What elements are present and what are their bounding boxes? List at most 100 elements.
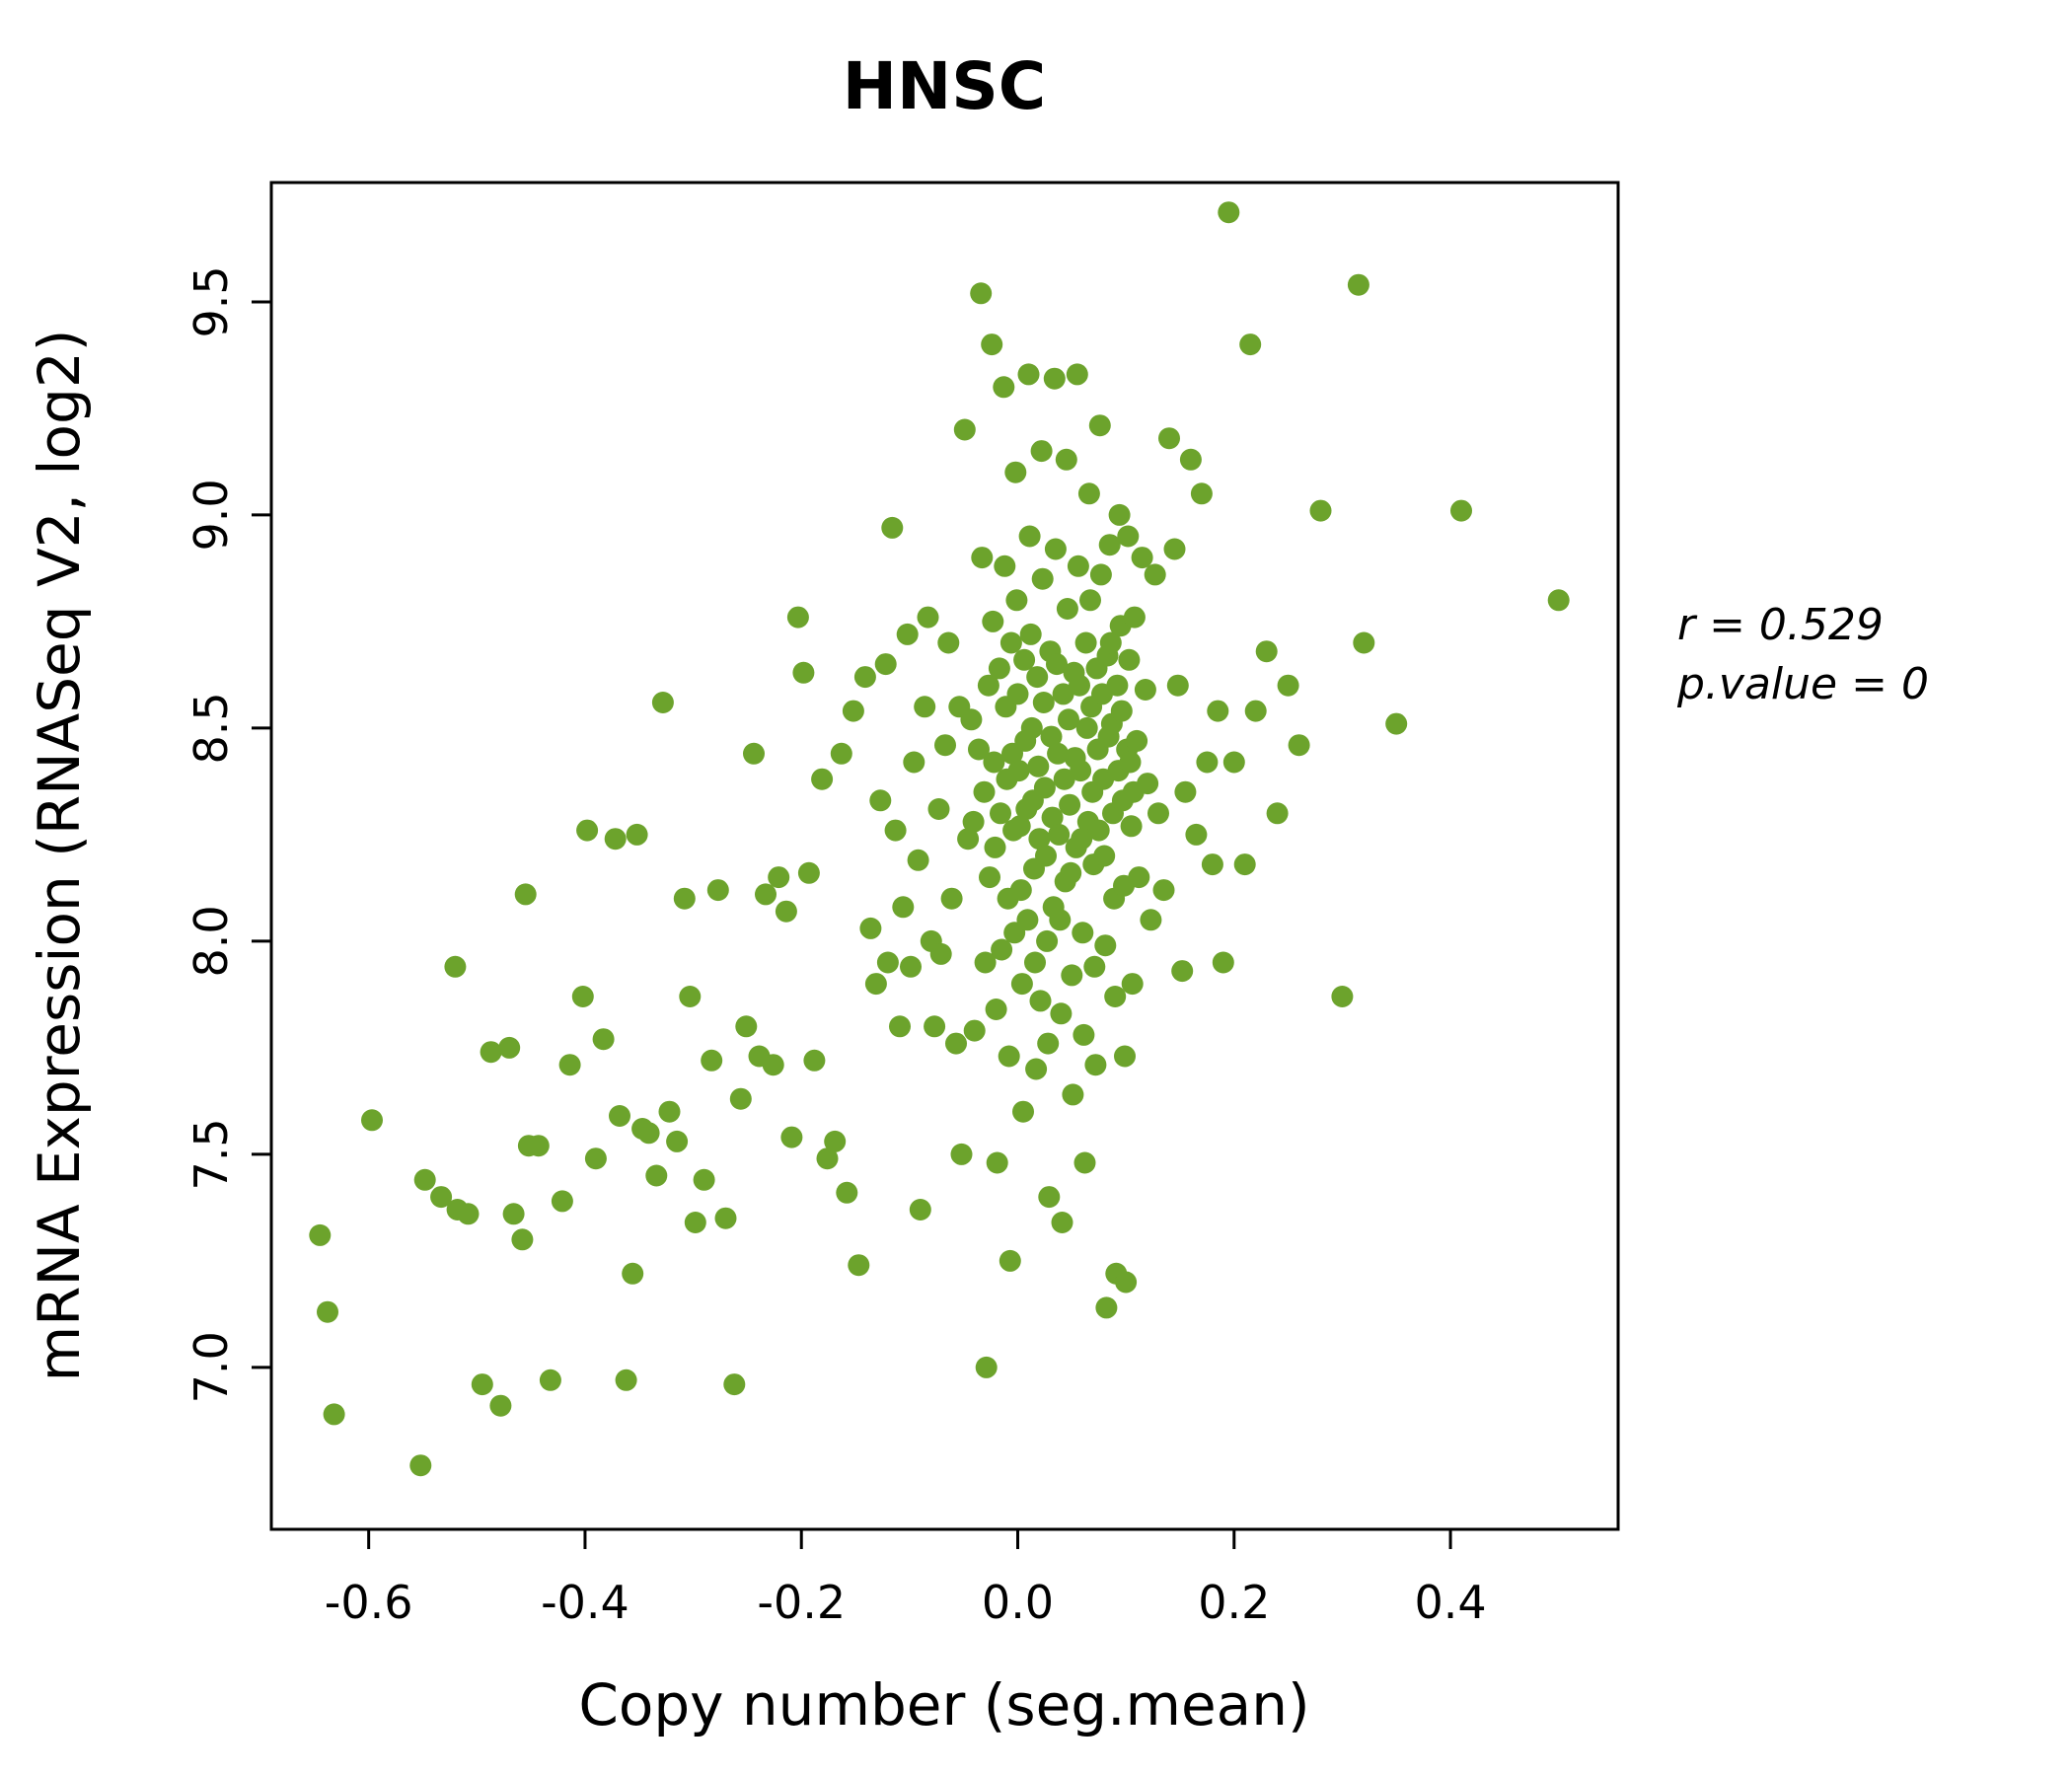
scatter-point bbox=[1051, 1212, 1073, 1233]
scatter-point bbox=[974, 951, 997, 974]
scatter-point bbox=[1030, 440, 1053, 463]
scatter-point bbox=[1087, 819, 1110, 842]
scatter-point bbox=[1110, 700, 1133, 722]
scatter-point bbox=[701, 1049, 723, 1072]
scatter-point bbox=[792, 661, 815, 684]
scatter-point bbox=[527, 1135, 550, 1157]
scatter-point bbox=[1179, 448, 1202, 471]
scatter-point bbox=[723, 1373, 746, 1396]
scatter-point bbox=[1017, 363, 1040, 386]
scatter-point bbox=[651, 692, 674, 713]
scatter-point bbox=[982, 610, 1004, 632]
scatter-point bbox=[1108, 503, 1131, 526]
scatter-point bbox=[480, 1041, 502, 1064]
scatter-point bbox=[1067, 555, 1089, 577]
scatter-point bbox=[1140, 909, 1162, 931]
scatter-point bbox=[775, 900, 797, 923]
scatter-point bbox=[950, 1143, 973, 1165]
scatter-point bbox=[1126, 729, 1148, 752]
scatter-point bbox=[836, 1181, 858, 1204]
scatter-point bbox=[998, 1045, 1020, 1068]
scatter-point bbox=[1009, 879, 1032, 902]
scatter-point bbox=[1012, 1100, 1034, 1123]
scatter-point bbox=[604, 828, 627, 851]
scatter-point bbox=[1120, 815, 1143, 838]
scatter-point bbox=[914, 696, 936, 718]
scatter-point bbox=[892, 896, 915, 919]
scatter-point bbox=[1207, 700, 1229, 722]
scatter-point bbox=[1006, 683, 1029, 705]
scatter-point bbox=[985, 999, 1007, 1020]
scatter-point bbox=[1037, 1032, 1060, 1055]
scatter-point bbox=[1084, 1054, 1107, 1076]
y-tick-label: 9.5 bbox=[185, 265, 238, 337]
x-tick-label: -0.2 bbox=[757, 1576, 846, 1629]
scatter-point bbox=[903, 751, 925, 774]
scatter-point bbox=[1060, 861, 1082, 884]
scatter-point bbox=[706, 879, 729, 902]
scatter-point bbox=[743, 742, 765, 765]
scatter-point bbox=[803, 1049, 826, 1072]
scatter-point bbox=[1185, 823, 1208, 846]
scatter-point bbox=[309, 1223, 332, 1246]
annotation-p-value: p.value = 0 bbox=[1676, 659, 1929, 709]
scatter-point bbox=[430, 1186, 453, 1209]
scatter-point bbox=[993, 376, 1015, 399]
scatter-point bbox=[1036, 929, 1059, 952]
scatter-point bbox=[714, 1207, 737, 1229]
scatter-point bbox=[1098, 534, 1121, 556]
scatter-point bbox=[1007, 760, 1030, 782]
scatter-point bbox=[1048, 823, 1071, 846]
x-tick-label: 0.4 bbox=[1414, 1576, 1486, 1629]
y-axis-ticks: 7.0 7.5 8.0 8.5 9.0 9.5 bbox=[185, 265, 271, 1403]
scatter-point bbox=[1062, 1083, 1084, 1106]
scatter-point bbox=[762, 1054, 784, 1076]
scatter-point bbox=[1094, 934, 1117, 957]
scatter-point bbox=[361, 1109, 383, 1132]
scatter-point bbox=[1174, 780, 1197, 803]
scatter-point bbox=[1266, 802, 1289, 825]
scatter-point bbox=[909, 1199, 931, 1221]
scatter-point bbox=[990, 802, 1011, 825]
scatter-point bbox=[824, 1130, 847, 1152]
scatter-point bbox=[1027, 755, 1050, 777]
scatter-point bbox=[1032, 692, 1055, 713]
scatter-point bbox=[1144, 563, 1166, 586]
scatter-point bbox=[1547, 589, 1570, 612]
scatter-point bbox=[1055, 448, 1077, 471]
scatter-point bbox=[755, 883, 777, 906]
scatter-point bbox=[1196, 751, 1219, 774]
scatter-point bbox=[1059, 793, 1081, 816]
scatter-point bbox=[1035, 845, 1057, 867]
scatter-point bbox=[609, 1105, 630, 1127]
scatter-point bbox=[977, 674, 999, 697]
y-tick-label: 7.0 bbox=[185, 1331, 238, 1403]
scatter-point bbox=[1212, 951, 1234, 974]
scatter-point bbox=[1075, 716, 1098, 739]
x-tick-label: 0.0 bbox=[982, 1576, 1054, 1629]
scatter-point bbox=[673, 887, 696, 910]
scatter-point bbox=[1277, 674, 1299, 697]
scatter-point bbox=[735, 1015, 758, 1038]
scatter-point bbox=[1072, 922, 1094, 944]
scatter-point bbox=[927, 798, 950, 820]
scatter-point bbox=[940, 887, 963, 910]
scatter-point bbox=[551, 1190, 573, 1213]
scatter-point bbox=[842, 700, 864, 722]
scatter-point bbox=[1331, 986, 1354, 1007]
scatter-point bbox=[780, 1126, 803, 1148]
scatter-point bbox=[1040, 725, 1063, 748]
chart-title: HNSC bbox=[843, 48, 1046, 124]
scatter-point bbox=[1005, 589, 1028, 612]
scatter-point bbox=[1066, 363, 1088, 386]
scatter-point bbox=[413, 1168, 436, 1191]
scatter-point bbox=[970, 282, 993, 305]
plot-border bbox=[269, 181, 1620, 1531]
scatter-point bbox=[1166, 674, 1189, 697]
scatter-point bbox=[968, 738, 990, 761]
scatter-point bbox=[981, 333, 1003, 356]
scatter-point bbox=[658, 1100, 681, 1123]
scatter-point bbox=[811, 768, 834, 790]
scatter-point bbox=[896, 623, 919, 645]
